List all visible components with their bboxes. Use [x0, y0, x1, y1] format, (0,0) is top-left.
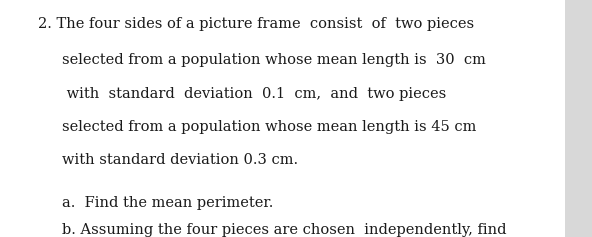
FancyBboxPatch shape: [0, 0, 565, 237]
Text: 2. The four sides of a picture frame  consist  of  two pieces: 2. The four sides of a picture frame con…: [38, 17, 475, 31]
Text: selected from a population whose mean length is 45 cm: selected from a population whose mean le…: [62, 120, 477, 134]
Text: a.  Find the mean perimeter.: a. Find the mean perimeter.: [62, 196, 274, 210]
Text: b. Assuming the four pieces are chosen  independently, find: b. Assuming the four pieces are chosen i…: [62, 223, 507, 237]
Text: with  standard  deviation  0.1  cm,  and  two pieces: with standard deviation 0.1 cm, and two …: [62, 87, 446, 100]
Text: with standard deviation 0.3 cm.: with standard deviation 0.3 cm.: [62, 153, 298, 167]
Text: selected from a population whose mean length is  30  cm: selected from a population whose mean le…: [62, 53, 486, 67]
